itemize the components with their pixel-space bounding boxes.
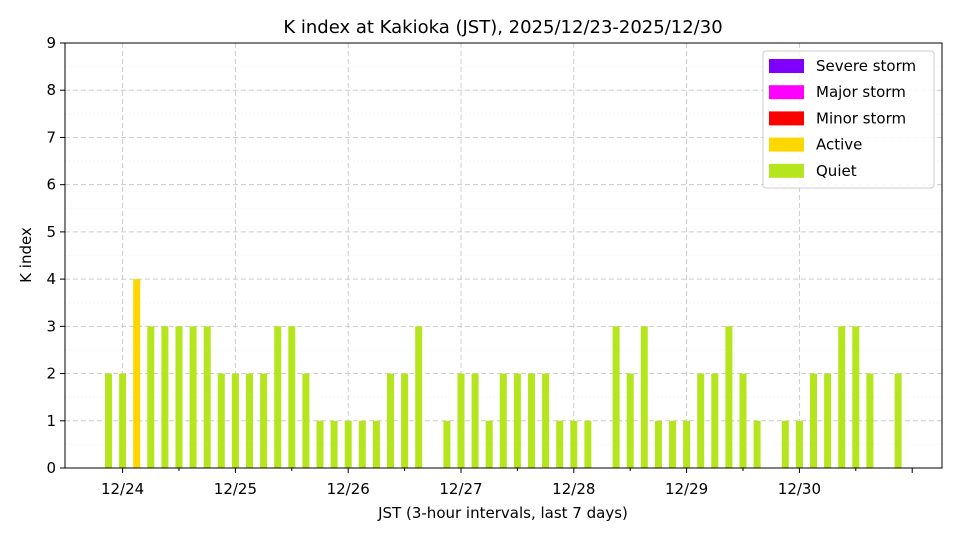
legend-box <box>762 50 935 189</box>
bar-15 <box>316 420 324 468</box>
bar-53 <box>852 326 860 468</box>
y-axis-label: K index <box>17 227 35 283</box>
bar-20 <box>387 373 394 468</box>
bar-27 <box>485 420 493 468</box>
bar-41 <box>683 420 691 468</box>
x-axis-label: JST (3-hour intervals, last 7 days) <box>377 504 628 522</box>
bar-0 <box>105 373 112 468</box>
legend-entry: Minor storm <box>816 109 906 127</box>
y-axis-ticks: 0 1 2 3 4 5 6 7 8 9 <box>46 34 65 477</box>
x-axis-ticks: 12/24 12/25 12/26 12/27 12/28 12/29 12/30 <box>101 468 913 498</box>
bar-52 <box>838 326 846 468</box>
bar-8 <box>217 373 225 468</box>
bar-44 <box>725 326 733 468</box>
bar-37 <box>626 373 634 468</box>
bar-32 <box>556 420 564 468</box>
bar-50 <box>810 373 817 468</box>
bar-18 <box>358 420 366 468</box>
bar-26 <box>471 373 479 468</box>
bar-16 <box>330 420 338 468</box>
bar-48 <box>781 420 789 468</box>
y-tick-label: 2 <box>46 365 56 383</box>
bar-31 <box>542 373 550 468</box>
y-tick-label: 8 <box>46 81 56 99</box>
bars <box>105 279 902 468</box>
bar-6 <box>189 326 197 468</box>
legend-entry: Severe storm <box>816 57 916 75</box>
y-tick-label: 4 <box>46 270 56 288</box>
legend-entry: Major storm <box>816 83 906 101</box>
bar-29 <box>513 373 521 468</box>
legend-swatch <box>769 85 804 100</box>
bar-24 <box>443 420 451 468</box>
bar-4 <box>161 326 169 468</box>
x-tick-label: 12/27 <box>439 480 482 498</box>
chart-title: K index at Kakioka (JST), 2025/12/23-202… <box>283 17 722 38</box>
bar-9 <box>231 373 239 468</box>
bar-33 <box>570 420 578 468</box>
y-tick-label: 3 <box>46 317 56 335</box>
legend-swatch <box>769 163 804 178</box>
bar-43 <box>711 373 719 468</box>
bar-2 <box>133 279 141 468</box>
bar-46 <box>753 420 761 468</box>
plot-area-frame <box>64 42 943 469</box>
bar-1 <box>119 373 127 468</box>
bar-21 <box>401 373 409 468</box>
y-tick-label: 9 <box>46 34 56 52</box>
bar-45 <box>739 373 747 468</box>
x-tick-label: 12/26 <box>327 480 370 498</box>
bar-56 <box>894 373 902 468</box>
bar-51 <box>824 373 832 468</box>
bar-12 <box>274 326 282 468</box>
bar-11 <box>260 373 268 468</box>
bar-30 <box>528 373 535 468</box>
bar-10 <box>246 373 253 468</box>
bar-49 <box>795 420 803 468</box>
y-tick-label: 1 <box>46 412 56 430</box>
bar-13 <box>288 326 296 468</box>
bar-7 <box>203 326 211 468</box>
legend-swatch <box>769 59 804 73</box>
bar-3 <box>147 326 155 468</box>
x-tick-label: 12/24 <box>101 480 144 498</box>
y-tick-label: 0 <box>46 459 56 477</box>
bar-22 <box>415 326 423 468</box>
bar-17 <box>344 420 352 468</box>
bar-5 <box>175 326 183 468</box>
bar-19 <box>372 420 380 468</box>
bar-28 <box>499 373 507 468</box>
bar-25 <box>457 373 465 468</box>
x-tick-label: 12/25 <box>214 480 257 498</box>
legend: Severe storm Major storm Minor storm Active… <box>762 50 935 189</box>
y-tick-label: 6 <box>46 176 56 194</box>
x-tick-label: 12/30 <box>778 480 821 498</box>
legend-swatch <box>769 137 804 152</box>
bar-34 <box>584 420 592 468</box>
y-tick-label: 5 <box>46 223 56 241</box>
bar-38 <box>640 326 648 468</box>
bar-40 <box>669 420 676 468</box>
bar-36 <box>612 326 620 468</box>
bar-14 <box>302 373 310 468</box>
legend-entry: Quiet <box>816 162 857 180</box>
bar-54 <box>866 373 874 468</box>
x-tick-label: 12/28 <box>552 480 595 498</box>
y-tick-label: 7 <box>46 128 56 146</box>
x-tick-label: 12/29 <box>665 480 708 498</box>
legend-entry: Active <box>816 136 862 154</box>
bar-39 <box>654 420 662 468</box>
bar-42 <box>697 373 705 468</box>
legend-swatch <box>769 111 804 126</box>
